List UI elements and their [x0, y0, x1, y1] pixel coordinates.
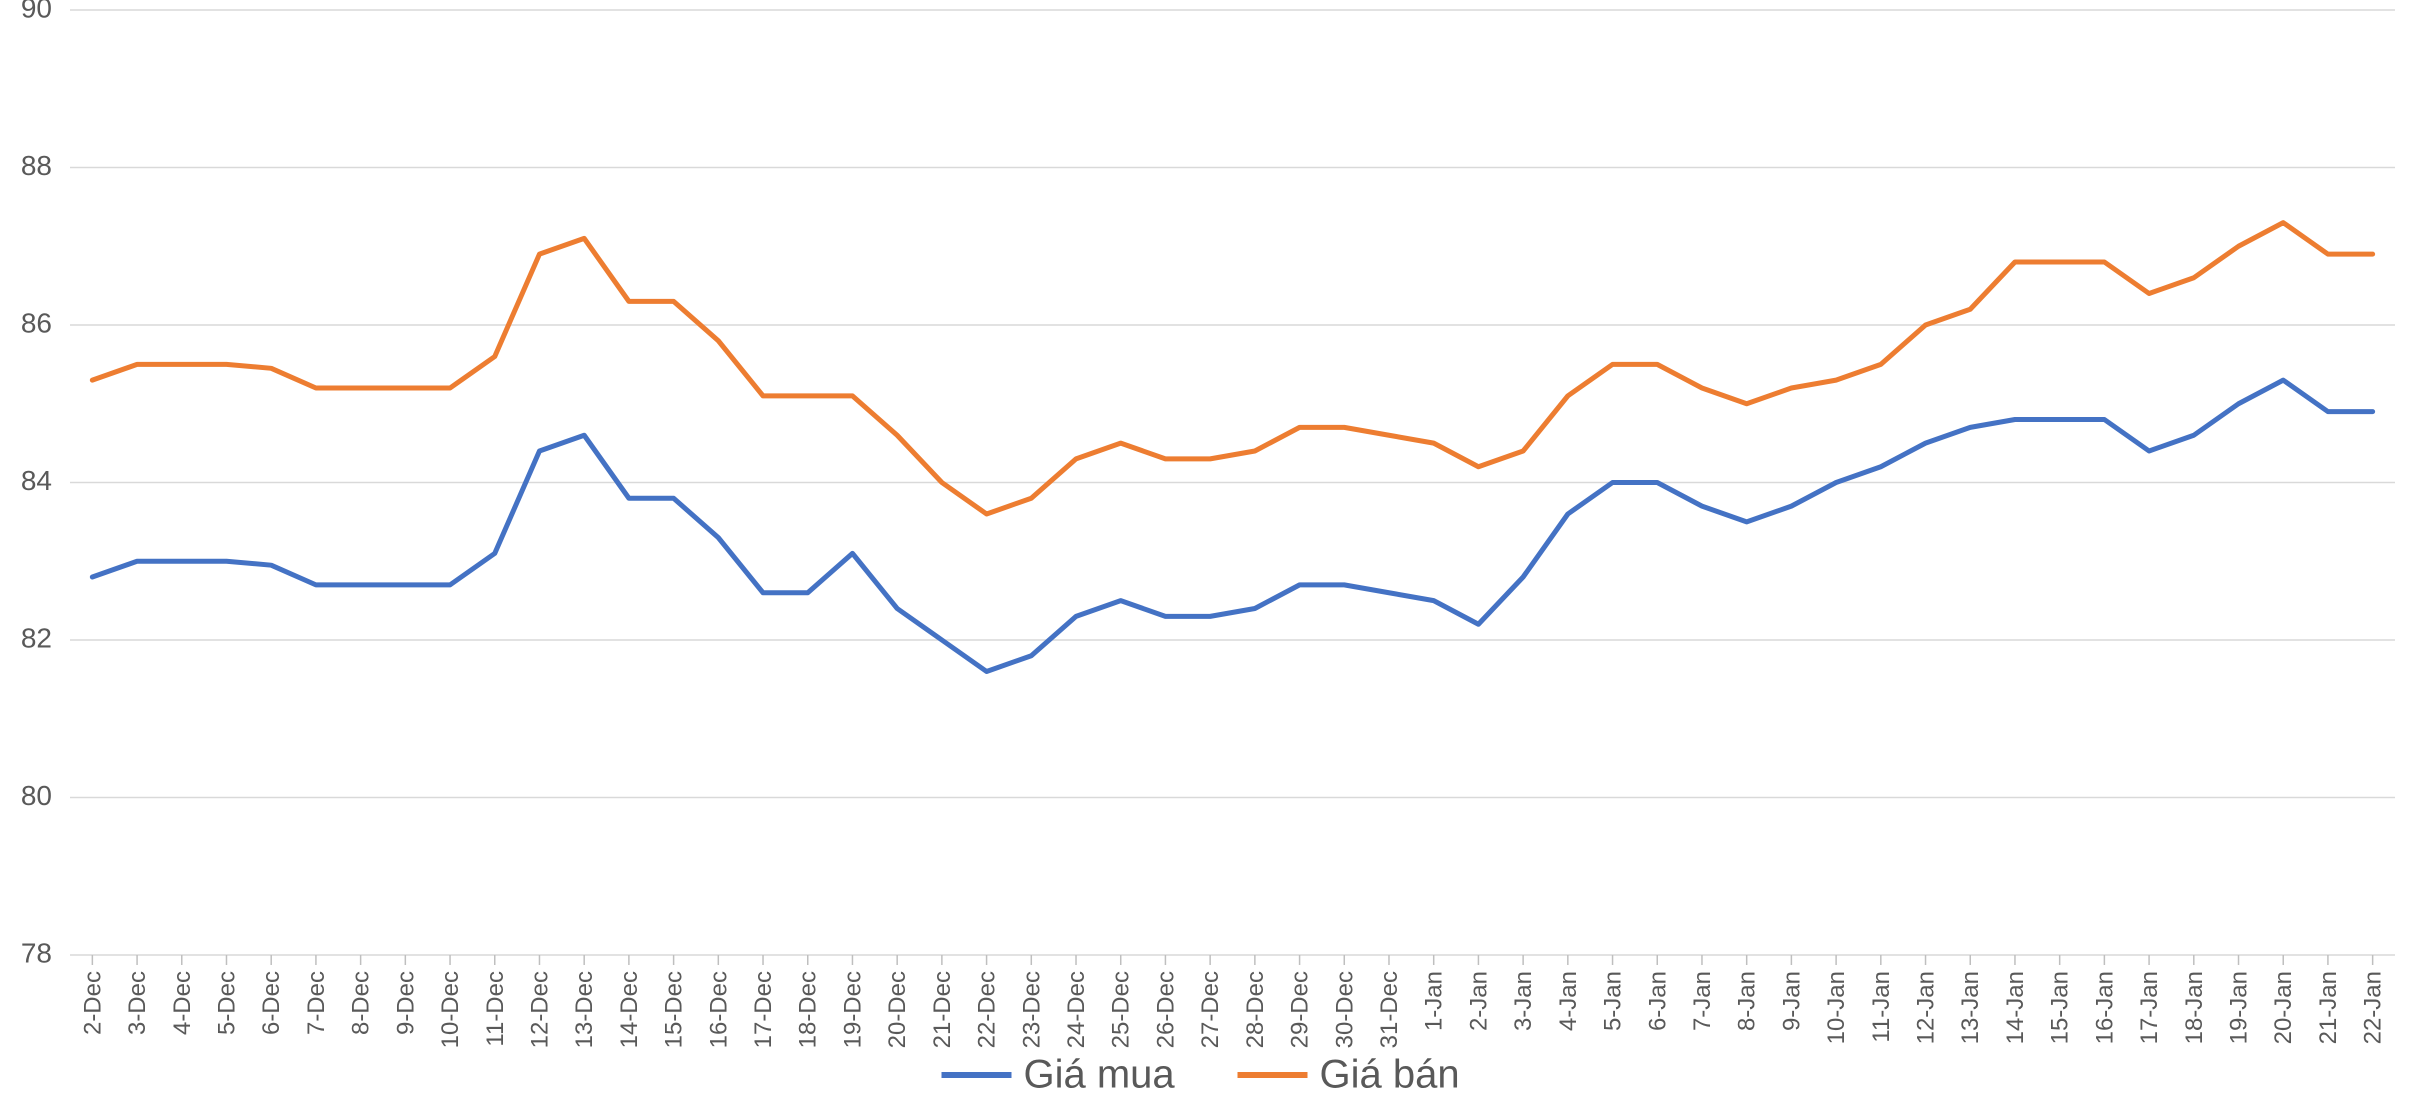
x-tick-label: 12-Dec	[526, 971, 553, 1048]
x-tick-label: 22-Dec	[974, 971, 1001, 1048]
x-tick-label: 20-Dec	[884, 971, 911, 1048]
x-tick-label: 7-Dec	[303, 971, 330, 1035]
x-tick-label: 16-Jan	[2091, 971, 2118, 1044]
x-tick-label: 18-Dec	[795, 971, 822, 1048]
y-tick-label: 88	[21, 150, 52, 181]
x-tick-label: 20-Jan	[2270, 971, 2297, 1044]
x-tick-label: 11-Jan	[1868, 971, 1895, 1043]
x-tick-label: 31-Dec	[1376, 971, 1403, 1048]
x-tick-label: 3-Jan	[1510, 971, 1537, 1031]
x-tick-label: 26-Dec	[1152, 971, 1179, 1048]
x-tick-label: 9-Dec	[392, 971, 419, 1035]
price-line-chart: 78 80 82 84 86 88 90 2-Dec 3-Dec 4-Dec 5-Dec 6-Dec 7…	[0, 0, 2415, 1107]
x-tick-label: 15-Jan	[2047, 971, 2074, 1044]
y-tick-label: 86	[21, 307, 52, 338]
x-tick-label: 28-Dec	[1242, 971, 1269, 1048]
x-tick-label: 8-Jan	[1734, 971, 1761, 1031]
y-tick-label: 82	[21, 622, 52, 653]
chart-svg: 78 80 82 84 86 88 90 2-Dec 3-Dec 4-Dec 5-Dec 6-Dec 7…	[0, 0, 2415, 1107]
x-tick-label: 13-Jan	[1957, 971, 1984, 1044]
x-tick-label: 14-Jan	[2002, 971, 2029, 1044]
y-tick-label: 78	[21, 937, 52, 968]
x-tick-label: 12-Jan	[1913, 971, 1940, 1044]
x-tick-label: 6-Jan	[1644, 971, 1671, 1031]
x-tick-label: 5-Jan	[1600, 971, 1627, 1031]
x-tick-label: 9-Jan	[1778, 971, 1805, 1031]
x-tick-label: 10-Dec	[437, 971, 464, 1048]
x-tick-label: 13-Dec	[571, 971, 598, 1048]
x-tick-label: 8-Dec	[348, 971, 375, 1035]
x-tick-label: 29-Dec	[1287, 971, 1314, 1048]
y-tick-label: 90	[21, 0, 52, 23]
legend-label: Giá bán	[1320, 1053, 1460, 1097]
x-tick-label: 2-Dec	[79, 971, 106, 1035]
x-tick-label: 3-Dec	[124, 971, 151, 1035]
x-tick-label: 7-Jan	[1689, 971, 1716, 1031]
x-tick-label: 1-Jan	[1421, 971, 1448, 1031]
x-tick-label: 17-Jan	[2136, 971, 2163, 1044]
x-tick-label: 10-Jan	[1823, 971, 1850, 1044]
x-tick-label: 15-Dec	[661, 971, 688, 1048]
y-tick-label: 80	[21, 780, 52, 811]
x-tick-label: 22-Jan	[2360, 971, 2387, 1044]
x-tick-label: 24-Dec	[1063, 971, 1090, 1048]
x-tick-label: 17-Dec	[750, 971, 777, 1048]
x-tick-label: 11-Dec	[482, 971, 509, 1047]
x-tick-label: 5-Dec	[213, 971, 240, 1035]
x-tick-label: 21-Jan	[2315, 971, 2342, 1044]
x-tick-label: 30-Dec	[1331, 971, 1358, 1048]
x-tick-label: 25-Dec	[1108, 971, 1135, 1048]
x-tick-label: 21-Dec	[929, 971, 956, 1048]
x-tick-label: 2-Jan	[1465, 971, 1492, 1031]
y-tick-label: 84	[21, 465, 52, 496]
x-tick-label: 23-Dec	[1018, 971, 1045, 1048]
x-tick-label: 16-Dec	[705, 971, 732, 1048]
x-tick-label: 4-Jan	[1555, 971, 1582, 1031]
x-tick-label: 14-Dec	[616, 971, 643, 1048]
legend-label: Giá mua	[1024, 1053, 1176, 1097]
x-tick-label: 19-Dec	[839, 971, 866, 1048]
x-tick-label: 6-Dec	[258, 971, 285, 1035]
x-tick-label: 4-Dec	[169, 971, 196, 1035]
x-tick-label: 19-Jan	[2226, 971, 2253, 1044]
x-tick-label: 18-Jan	[2181, 971, 2208, 1044]
x-tick-label: 27-Dec	[1197, 971, 1224, 1048]
